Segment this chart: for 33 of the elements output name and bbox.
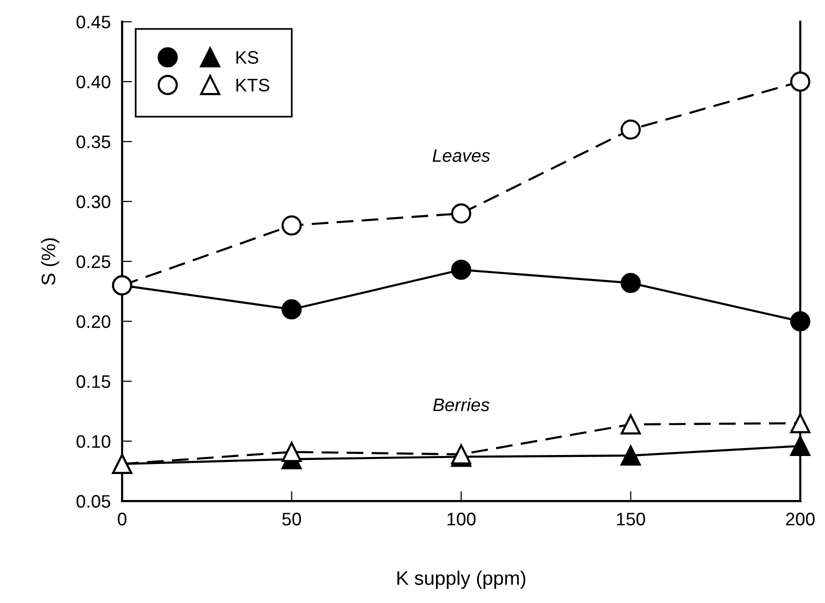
point [282,442,302,462]
point [451,203,472,224]
point [620,414,641,434]
x-tick-label: 50 [282,512,301,526]
y-tick-label: 0.10 [76,435,110,448]
y-tick-label: 0.30 [76,195,110,208]
annotation: Leaves [432,149,490,162]
y-tick-label: 0.05 [76,495,110,508]
annotation: Berries [433,398,490,412]
x-tick-label: 150 [617,512,646,526]
y-tick-label: 0.45 [76,16,110,28]
legend-label: KS [236,51,258,64]
x-tick-label: 0 [118,512,126,526]
point [790,72,810,92]
x-axis-title: K supply (ppm) [397,570,526,589]
x-tick-label: 100 [447,512,476,526]
x-tick-label: 200 [786,512,815,526]
y-tick-label: 0.15 [76,375,110,388]
point [620,119,641,140]
y-tick-label: 0.20 [76,315,110,328]
point [282,215,302,236]
point [790,413,810,434]
y-tick-label: 0.40 [76,76,110,88]
y-tick-label: 0.35 [76,135,110,148]
point [790,436,810,456]
point [620,272,641,294]
y-axis-title: S (%) [41,238,60,285]
point [790,311,810,332]
point [620,445,641,466]
point [451,260,472,280]
point [282,299,302,320]
y-tick-label: 0.25 [76,255,110,268]
legend-label: KTS [236,78,270,92]
